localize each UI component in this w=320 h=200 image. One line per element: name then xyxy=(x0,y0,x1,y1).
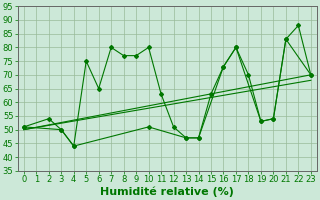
X-axis label: Humidité relative (%): Humidité relative (%) xyxy=(100,187,234,197)
